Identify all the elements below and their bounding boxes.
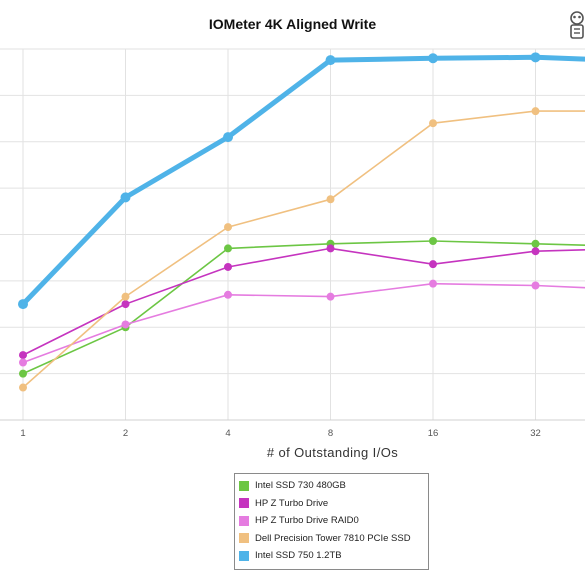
series-dell-precision-tower-7810-pcie-ssd [19,107,585,392]
data-point [429,279,437,288]
legend-swatch [239,480,249,491]
series-hp-z-turbo-drive-raid0 [19,279,585,367]
data-point [224,244,232,253]
chart-title: IOMeter 4K Aligned Write [208,16,377,32]
data-point [120,192,131,203]
data-point [19,383,27,392]
x-tick-label: 2 [123,428,128,439]
data-point [223,132,233,143]
data-point [531,239,540,248]
legend: Intel SSD 730 480GB HP Z Turbo Drive HP Z … [234,473,429,570]
legend-label: HP Z Turbo Drive RAID0 [255,515,359,527]
legend-label: HP Z Turbo Drive [255,497,329,509]
data-point [531,281,540,290]
legend-item: Dell Precision Tower 7810 PCIe SSD [239,530,424,548]
data-point [428,53,438,64]
series-intel-ssd-750-1-2tb [18,52,585,310]
series-intel-ssd-730-480gb [19,236,585,378]
data-point [121,292,130,301]
data-point [531,107,540,116]
legend-swatch [239,550,249,561]
data-point [121,300,130,309]
data-point [224,262,232,271]
x-tick-label: 8 [328,428,333,439]
series-line [22,240,585,375]
data-point [530,52,541,63]
x-axis-label: # of Outstanding I/Os [266,445,399,460]
data-point [326,244,335,253]
legend-swatch [239,498,249,509]
data-point [121,320,130,329]
legend-swatch [239,533,249,544]
x-tick-label: 1 [20,428,25,439]
x-tick-label: 32 [530,428,541,439]
data-point [224,290,232,299]
series-line [22,282,585,364]
series-line [22,247,585,356]
data-point [326,292,335,301]
legend-item: HP Z Turbo Drive RAID0 [239,512,424,530]
x-tick-label: 4 [225,428,230,439]
legend-item: Intel SSD 750 1.2TB [239,547,424,565]
logo-icon [570,11,584,39]
legend-label: Intel SSD 750 1.2TB [255,550,342,562]
series-line [20,54,585,307]
data-point [19,351,27,360]
data-point [429,260,437,269]
x-tick-label: 16 [428,428,439,439]
data-point [325,55,336,66]
legend-label: Dell Precision Tower 7810 PCIe SSD [255,532,411,544]
data-point [18,299,28,310]
legend-item: Intel SSD 730 480GB [239,477,424,495]
data-point [326,195,335,204]
data-point [19,358,27,367]
data-point [429,119,437,128]
data-point [19,369,27,378]
legend-label: Intel SSD 730 480GB [255,480,346,492]
series-hp-z-turbo-drive [19,244,585,360]
data-point [224,223,232,232]
legend-item: HP Z Turbo Drive [239,495,424,513]
data-point [429,236,437,245]
data-point [531,247,540,256]
legend-swatch [239,515,249,526]
series-line [22,110,585,389]
